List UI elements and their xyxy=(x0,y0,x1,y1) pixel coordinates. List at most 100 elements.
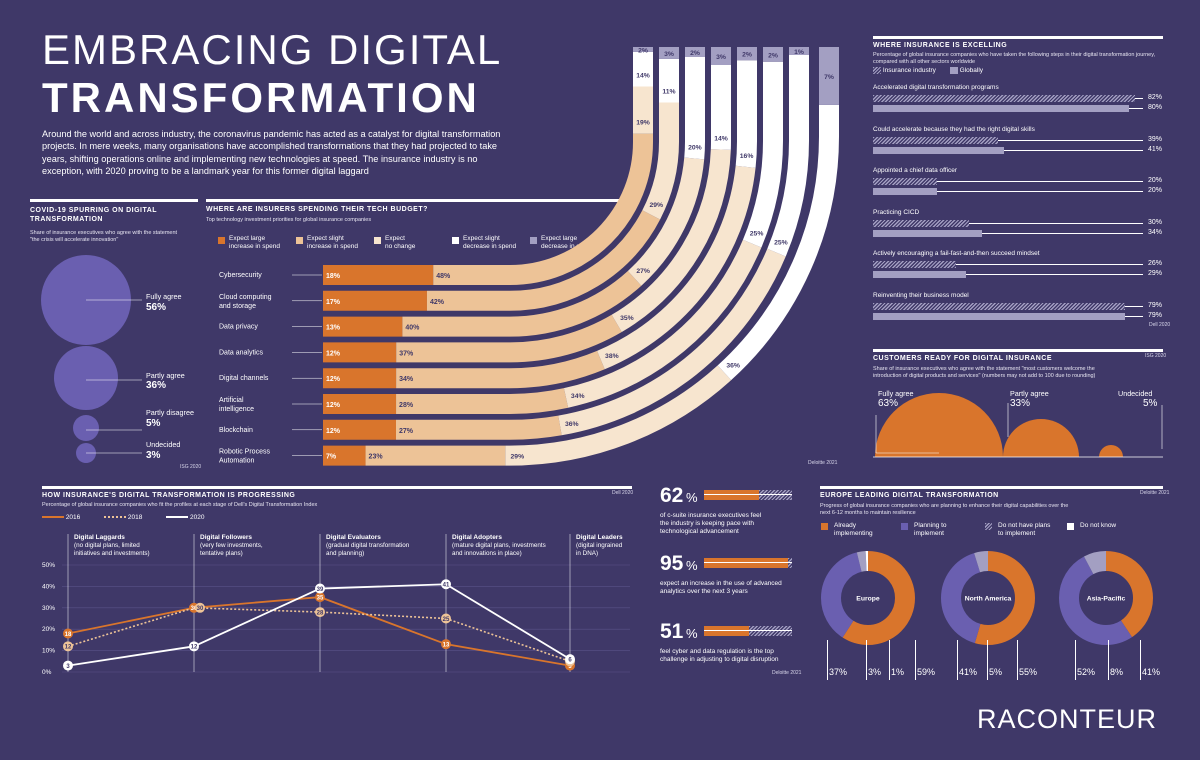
budget-value-label: 25% xyxy=(774,239,788,246)
insurance-value: 26% xyxy=(1148,260,1163,267)
leader-line xyxy=(956,264,1143,265)
stat-text: technological advancement xyxy=(660,528,739,535)
budget-row-5: Artificial intelligence 12% 28% 34% 25% 2% xyxy=(219,47,783,414)
insurance-value: 30% xyxy=(1148,218,1163,226)
donut-Asia-Pacific: Asia-Pacific xyxy=(1059,551,1153,645)
excelling-source: Dell 2020 xyxy=(1149,322,1171,328)
budget-category-label: Artificial intelligence xyxy=(219,397,254,413)
legend-label-line2: decrease in spend xyxy=(541,242,595,250)
point-label: 18 xyxy=(65,632,72,638)
globally-value: 34% xyxy=(1148,228,1163,236)
point-2018: 30 xyxy=(195,602,205,613)
budget-value-label: 35% xyxy=(620,315,634,322)
excelling-item-label: Could accelerate because they had the ri… xyxy=(873,125,1035,133)
customers-value-2: 5% xyxy=(1143,398,1158,409)
stage-3: Digital Adopters(mature digital plans, i… xyxy=(452,534,546,557)
budget-category-label: Robotic Process Automation xyxy=(219,449,270,465)
customers-subtitle: Share of insurance executives who agree … xyxy=(873,366,1096,379)
excelling-item-label: Accelerated digital transformation progr… xyxy=(873,84,999,91)
point-2020: 3 xyxy=(63,660,73,671)
point-2020: 41 xyxy=(441,579,451,590)
budget-value-label: 12% xyxy=(326,376,341,383)
y-tick-label: 40% xyxy=(42,583,55,590)
budget-value-label: 12% xyxy=(326,428,341,435)
point-2018: 12 xyxy=(63,641,73,652)
legend-solid-swatch xyxy=(949,67,958,74)
budget-value-label: 7% xyxy=(824,74,834,81)
covid-label-3: Undecided xyxy=(146,440,181,449)
bubble-partly-disagree xyxy=(73,415,99,441)
budget-row-1: Cloud computing and storage 17% 42% 29% 11% 3% xyxy=(219,47,679,311)
legend-label-line2: decrease in spend xyxy=(463,242,517,250)
insurance-value: 20% xyxy=(1148,177,1163,184)
europe-legend-label: Do not have plans xyxy=(998,522,1051,529)
point-label: 3 xyxy=(66,664,70,670)
budget-value-label: 1% xyxy=(794,49,804,56)
legend-label-0: Expect large increase in spend xyxy=(229,235,280,250)
covid-value-0: 56% xyxy=(146,302,167,313)
donut-value-label: 37% xyxy=(829,667,848,677)
stat-text: analytics over the next 3 years xyxy=(660,588,748,595)
budget-segment-2 xyxy=(323,47,809,440)
customers-chart xyxy=(873,393,1163,458)
point-label: 12 xyxy=(191,645,198,651)
stat-text: challenge in adjusting to digital disrup… xyxy=(660,656,779,663)
donut-value-label: 3% xyxy=(868,667,882,677)
excelling-item-label: Actively encouraging a fail-fast-and-the… xyxy=(873,250,1040,257)
progress-legend: 2016 2018 2020 xyxy=(42,514,204,521)
point-label: 3 xyxy=(568,664,572,670)
stat-percent: % xyxy=(686,558,698,573)
budget-category-label: Cybersecurity xyxy=(219,272,262,279)
insurance-value: 79% xyxy=(1148,301,1163,309)
intro-text: Around the world and across industry, th… xyxy=(42,129,501,177)
budget-source: Deloitte 2021 xyxy=(808,460,838,466)
donut-center-label: North America xyxy=(965,596,1012,603)
donut-leader xyxy=(889,640,890,680)
leader-line xyxy=(936,191,1143,192)
leader-line xyxy=(1004,149,1143,151)
excelling-item-label: Practicing CICD xyxy=(873,208,920,216)
customers-section: CUSTOMERS READY FOR DIGITAL INSURANCE Sh… xyxy=(873,349,1163,380)
point-2018: 28 xyxy=(315,607,325,618)
covid-value-1: 36% xyxy=(146,380,167,391)
donut-leader xyxy=(827,640,828,680)
budget-segment-1 xyxy=(323,47,679,311)
legend-label-line2: increase in spend xyxy=(307,242,358,250)
europe-legend-swatch-2 xyxy=(985,523,992,530)
europe-legend-label: to implement xyxy=(998,530,1036,537)
progress-chart: 0% 10% 20% 30% 40% 50% Digital Laggards(no dig… xyxy=(42,534,630,676)
point-2020: 39 xyxy=(315,583,325,594)
stat-bar-line xyxy=(704,494,792,495)
budget-segment-3 xyxy=(323,47,839,466)
budget-segment-1 xyxy=(323,47,731,363)
legend-label-2: Expect no change xyxy=(385,235,415,250)
budget-segment-2 xyxy=(323,47,757,389)
title-line-1: EMBRACING DIGITAL xyxy=(42,26,503,73)
stat-bar-rest xyxy=(758,490,792,500)
leader-line xyxy=(965,274,1143,275)
covid-value-3: 3% xyxy=(146,450,161,461)
budget-title: WHERE ARE INSURERS SPENDING THEIR TECH B… xyxy=(206,206,428,213)
donut-slice-2 xyxy=(941,551,1035,645)
donut-value-label: 59% xyxy=(917,667,936,677)
leader-line xyxy=(997,139,1143,141)
donut-value-label: 41% xyxy=(959,667,978,677)
legend-label-line2: increase in spend xyxy=(229,242,280,250)
insurance-bar xyxy=(873,136,998,144)
covid-bubbles xyxy=(41,255,142,463)
stage-0: Digital Laggards(no digital plans, limit… xyxy=(74,534,150,557)
stat-number: 51 xyxy=(660,620,684,643)
excelling-legend: Insurance industry Globally xyxy=(873,67,983,74)
stage-desc: and innovations in place) xyxy=(452,550,522,557)
donut-value-label: 5% xyxy=(989,667,1003,677)
y-tick-label: 30% xyxy=(42,605,55,612)
budget-value-label: 16% xyxy=(740,153,754,160)
budget-category-label: Blockchain xyxy=(219,427,253,434)
europe-legend-label: implementing xyxy=(834,530,873,537)
progress-subtitle: Percentage of global insurance companies… xyxy=(42,502,318,508)
stat-text: the industry is keeping pace with xyxy=(660,520,754,527)
semicircle-fully-agree xyxy=(875,393,1003,457)
europe-title: EUROPE LEADING DIGITAL TRANSFORMATION xyxy=(820,492,999,499)
budget-segment-2 xyxy=(323,47,783,414)
donut-leader xyxy=(957,640,958,680)
